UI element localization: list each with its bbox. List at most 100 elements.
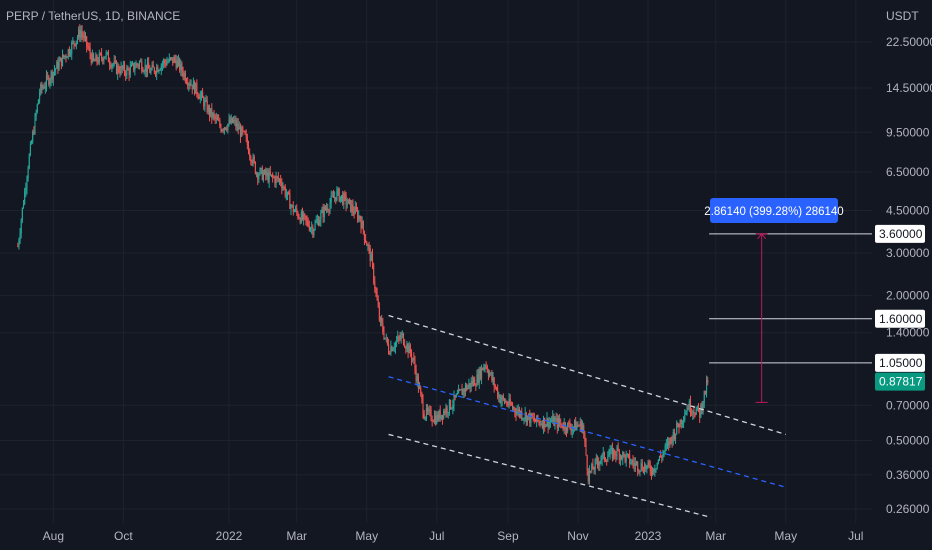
- candle-body: [453, 395, 455, 406]
- candle-body: [293, 210, 295, 213]
- candle-body: [534, 420, 537, 423]
- x-tick-label: Sep: [497, 529, 519, 543]
- y-tick-label: 22.50000: [886, 35, 932, 49]
- candle-body: [386, 337, 388, 345]
- x-tick-label: Mar: [705, 529, 726, 543]
- candle-body: [192, 81, 194, 90]
- candle-body: [688, 401, 690, 410]
- candle-body: [168, 57, 170, 62]
- candle-body: [89, 47, 91, 55]
- candle-body: [354, 206, 356, 214]
- candle-body: [135, 63, 137, 68]
- candle-body: [366, 242, 368, 246]
- candle-body: [607, 456, 609, 462]
- candle-body: [661, 456, 663, 458]
- candle-body: [101, 53, 103, 58]
- candle-body: [59, 57, 61, 62]
- candle-body: [398, 336, 400, 338]
- candle-body: [274, 177, 276, 184]
- y-tick-label: 0.50000: [886, 434, 930, 448]
- candle-body: [357, 210, 359, 220]
- candle-body: [679, 419, 681, 428]
- candle-body: [113, 60, 115, 65]
- candle-body: [117, 65, 119, 74]
- candle-body: [189, 83, 191, 86]
- candle-body: [262, 173, 264, 180]
- candle-body: [29, 143, 31, 155]
- candle-body: [314, 222, 316, 230]
- candle-body: [695, 409, 697, 415]
- candle-body: [455, 394, 457, 398]
- candle-body: [413, 358, 415, 361]
- candle-body: [544, 417, 546, 428]
- measure-label: 2.86140 (399.28%) 286140: [704, 198, 844, 223]
- candle-body: [631, 460, 633, 463]
- candle-body: [641, 463, 643, 471]
- candle-body: [196, 82, 198, 94]
- candle-body: [545, 424, 547, 428]
- candle-body: [331, 195, 333, 197]
- candle-body: [82, 34, 84, 38]
- candle-body: [700, 404, 702, 418]
- candle-body: [511, 405, 514, 409]
- candle-body: [290, 205, 292, 209]
- candle-body: [420, 387, 422, 393]
- x-tick-label: May: [774, 529, 797, 543]
- candle-body: [58, 61, 60, 70]
- candle-body: [345, 195, 347, 205]
- candle-body: [321, 209, 323, 213]
- candle-body: [417, 376, 419, 389]
- candle-body: [157, 66, 159, 72]
- candle-body: [369, 247, 371, 262]
- candle-body: [199, 94, 201, 99]
- candle-body: [68, 49, 70, 55]
- candle-body: [327, 208, 329, 211]
- candle-body: [577, 425, 579, 427]
- candle-body: [336, 190, 338, 201]
- level-badge-text: 3.60000: [879, 227, 923, 241]
- candle-body: [220, 125, 222, 132]
- candle-body: [129, 66, 131, 76]
- candle-body: [568, 422, 570, 424]
- y-tick-label: 6.50000: [886, 165, 930, 179]
- candle-body: [52, 72, 54, 80]
- candle-body: [344, 193, 346, 196]
- candle-body: [95, 55, 97, 62]
- candle-body: [485, 365, 487, 367]
- candle-body: [501, 396, 503, 400]
- candle-body: [424, 417, 426, 420]
- candle-body: [483, 366, 485, 370]
- candle-body: [277, 176, 279, 180]
- trendline-lower: [388, 433, 712, 519]
- candle-body: [657, 460, 659, 463]
- candle-body: [575, 420, 577, 431]
- candle-body: [315, 221, 317, 223]
- candle-body: [146, 62, 149, 73]
- candle-body: [565, 429, 568, 432]
- candle-body: [21, 207, 23, 221]
- candle-body: [408, 345, 410, 354]
- candle-body: [191, 84, 193, 90]
- candle-body: [90, 54, 92, 63]
- candle-body: [254, 161, 256, 174]
- candle-body: [516, 411, 518, 415]
- candle-body: [67, 49, 69, 58]
- candle-body: [522, 418, 524, 420]
- candle-body: [27, 168, 29, 179]
- candle-body: [435, 415, 437, 424]
- candle-body: [300, 212, 302, 223]
- candle-body: [621, 455, 623, 460]
- candle-body: [182, 71, 184, 77]
- candle-body: [92, 53, 95, 61]
- candle-body: [218, 120, 220, 122]
- candle-body: [39, 92, 41, 100]
- candle-body: [18, 240, 20, 247]
- candle-body: [675, 433, 677, 440]
- candle-body: [70, 53, 72, 55]
- candle-body: [603, 451, 605, 460]
- candle-body: [390, 346, 392, 355]
- candle-body: [151, 65, 153, 70]
- candle-body: [689, 401, 692, 413]
- candle-body: [323, 206, 325, 218]
